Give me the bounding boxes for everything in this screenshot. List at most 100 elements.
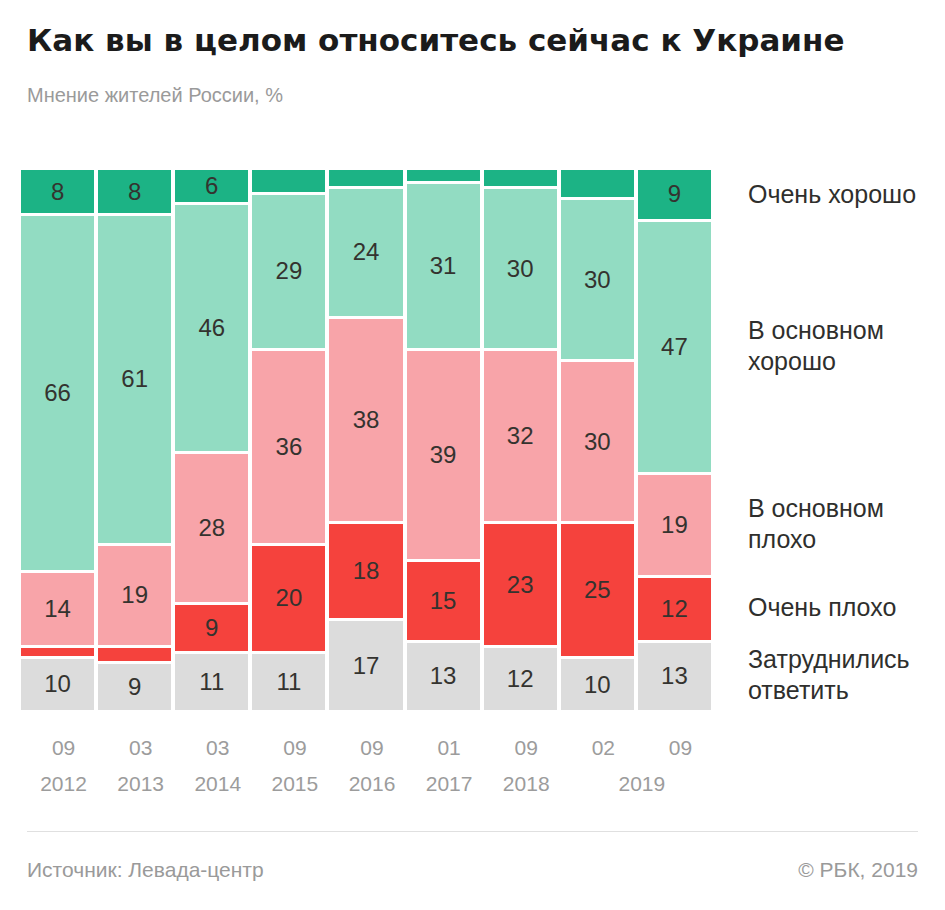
bar-segment: 12	[484, 645, 557, 710]
bar-chart: 8661410861199646289112936201124381817313…	[21, 170, 711, 710]
bar-segment	[98, 645, 171, 661]
chart-title: Как вы в целом относитесь сейчас к Украи…	[27, 22, 844, 58]
bar-segment: 11	[252, 651, 325, 710]
bar-value-label: 11	[276, 668, 301, 696]
legend-label: В основном хорошо	[748, 315, 928, 377]
bar-column: 9 47 19 12 13	[638, 170, 711, 710]
bar-column: 6 46 28 9 11	[175, 170, 248, 710]
bar-segment	[252, 170, 325, 192]
chart-legend: Очень хорошо В основном хорошо В основном …	[748, 170, 928, 710]
bar-segment	[484, 170, 557, 186]
bar-segment	[329, 170, 402, 186]
bar-column: 29 36 20 11	[252, 170, 325, 710]
bar-segment: 6	[175, 170, 248, 202]
bar-value-label: 25	[584, 576, 611, 604]
bar-value-label: 28	[198, 514, 225, 542]
bar-value-label: 47	[661, 333, 688, 361]
x-axis-year: 2016	[335, 772, 408, 796]
bar-segment: 24	[329, 186, 402, 316]
bar-value-label: 11	[199, 668, 224, 696]
bar-segment: 31	[407, 181, 480, 348]
bar-value-label: 13	[661, 662, 688, 690]
bar-segment: 8	[98, 170, 171, 213]
bar-segment: 13	[407, 640, 480, 710]
bar-value-label: 8	[128, 178, 141, 206]
bar-segment: 30	[561, 359, 634, 521]
bar-value-label: 24	[353, 238, 380, 266]
x-axis-year: 2012	[27, 772, 100, 796]
bar-segment: 9	[638, 170, 711, 219]
bar-segment: 9	[175, 602, 248, 651]
bar-segment: 18	[329, 521, 402, 618]
bar-segment: 28	[175, 451, 248, 602]
bar-segment: 19	[638, 472, 711, 575]
bar-value-label: 19	[121, 581, 148, 609]
bar-segment: 38	[329, 316, 402, 521]
bar-segment: 32	[484, 348, 557, 521]
bar-segment: 39	[407, 348, 480, 559]
bar-value-label: 13	[430, 662, 457, 690]
x-axis-year: 2015	[258, 772, 331, 796]
bar-segment: 23	[484, 521, 557, 645]
bar-segment: 30	[561, 197, 634, 359]
bar-segment: 9	[98, 661, 171, 710]
x-axis-year: 2018	[490, 772, 563, 796]
legend-label: В основном плохо	[748, 493, 928, 555]
bar-segment: 8	[21, 170, 94, 213]
bar-value-label: 15	[430, 587, 457, 615]
bar-value-label: 46	[198, 314, 225, 342]
bar-column: 24 38 18 17	[329, 170, 402, 710]
bar-column: 8 61 19 9	[98, 170, 171, 710]
x-axis-month: 03	[104, 736, 177, 760]
bar-value-label: 18	[353, 557, 380, 585]
legend-label: Очень хорошо	[748, 179, 928, 210]
bar-segment	[21, 645, 94, 656]
bar-segment: 29	[252, 192, 325, 349]
bar-value-label: 20	[276, 584, 303, 612]
x-axis-years: 20122013201420152016201720182019	[27, 772, 717, 796]
bar-value-label: 61	[121, 365, 148, 393]
x-axis-month: 09	[258, 736, 331, 760]
bar-value-label: 30	[584, 266, 611, 294]
x-axis-month: 09	[27, 736, 100, 760]
bar-segment: 11	[175, 651, 248, 710]
bar-value-label: 39	[430, 441, 457, 469]
bar-value-label: 8	[51, 178, 64, 206]
bar-value-label: 14	[44, 595, 71, 623]
x-axis-month: 03	[181, 736, 254, 760]
bar-value-label: 10	[44, 670, 71, 698]
source-note: Источник: Левада-центр	[27, 858, 264, 882]
bar-column: 30 30 25 10	[561, 170, 634, 710]
bar-column: 8 66 14 10	[21, 170, 94, 710]
legend-label: Затруднились ответить	[748, 644, 928, 706]
bar-value-label: 66	[44, 379, 71, 407]
bar-segment: 17	[329, 618, 402, 710]
legend-label: Очень плохо	[748, 592, 928, 623]
x-axis-month: 09	[644, 736, 717, 760]
bar-segment: 61	[98, 213, 171, 542]
bar-value-label: 12	[507, 665, 534, 693]
bar-value-label: 31	[430, 252, 457, 280]
bar-value-label: 12	[661, 595, 688, 623]
bar-value-label: 6	[205, 172, 218, 200]
chart-page: Как вы в целом относитесь сейчас к Украи…	[0, 0, 945, 910]
bar-value-label: 36	[276, 433, 303, 461]
bar-value-label: 17	[353, 652, 380, 680]
bar-value-label: 30	[584, 428, 611, 456]
bar-segment	[407, 170, 480, 181]
bar-value-label: 9	[668, 180, 681, 208]
bar-value-label: 9	[205, 614, 218, 642]
bar-segment: 66	[21, 213, 94, 569]
bar-value-label: 10	[584, 671, 611, 699]
bar-segment: 30	[484, 186, 557, 348]
x-axis-year: 2019	[567, 772, 717, 796]
bar-segment: 46	[175, 202, 248, 450]
bar-segment	[561, 170, 634, 197]
bar-segment: 47	[638, 219, 711, 473]
x-axis-months: 090303090901090209	[27, 736, 717, 760]
footer-divider	[27, 831, 918, 832]
bar-column: 31 39 15 13	[407, 170, 480, 710]
bar-segment: 25	[561, 521, 634, 656]
x-axis-year: 2017	[413, 772, 486, 796]
chart-subtitle: Мнение жителей России, %	[27, 84, 283, 107]
